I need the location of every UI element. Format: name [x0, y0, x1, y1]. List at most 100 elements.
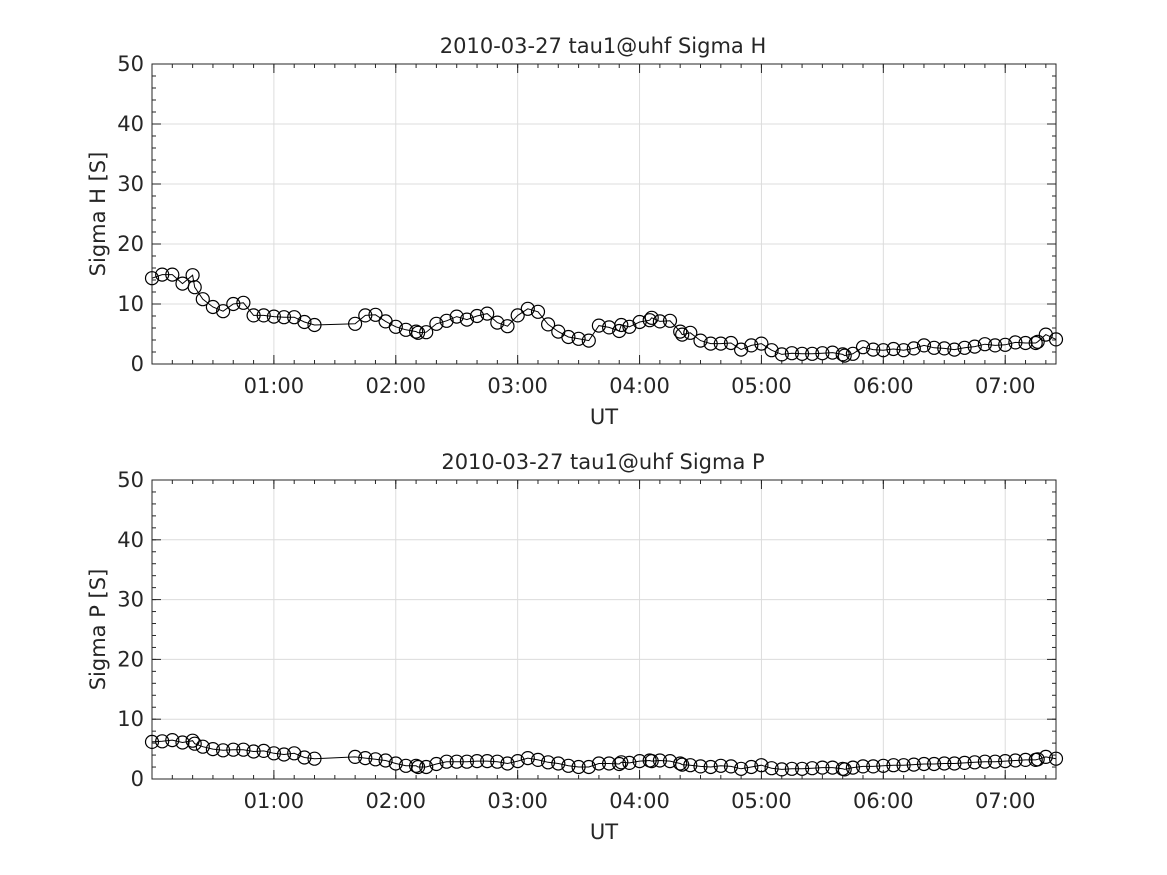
sigma-p-data-point [144, 734, 160, 750]
sigma-h-data-point [855, 340, 871, 355]
sigma-h-data-point [1028, 335, 1043, 351]
sigma-p-xtick-label: 07:00 [975, 789, 1036, 813]
sigma-h-data-point [358, 308, 373, 323]
sigma-h-data-point [754, 336, 769, 351]
sigma-p-data-point [947, 756, 962, 771]
sigma-h-data-point [368, 307, 383, 322]
sigma-p-data-point [652, 753, 668, 768]
sigma-h-ylabel: Sigma H [S] [86, 152, 110, 277]
sigma-h-data-point [774, 347, 789, 362]
sigma-h-data-point [490, 315, 505, 330]
sigma-p-data-point [368, 752, 383, 767]
sigma-h-data-point [226, 296, 241, 312]
sigma-p-data-point [307, 751, 322, 766]
sigma-h-plot-area [152, 64, 1056, 364]
sigma-h-data-point [886, 341, 901, 357]
sigma-h-ytick-label: 50 [117, 52, 144, 76]
sigma-h-ytick-label: 20 [117, 232, 144, 256]
sigma-h-xtick-label: 02:00 [366, 374, 427, 398]
sigma-p-data-point [886, 758, 901, 773]
sigma-p-data-point [622, 755, 637, 771]
sigma-p-xlabel: UT [590, 820, 618, 844]
sigma-p-data-point [614, 755, 629, 770]
sigma-h-data-point [591, 318, 607, 333]
sigma-h-ytick-label: 40 [117, 112, 144, 136]
sigma-h-data-point [683, 325, 698, 340]
sigma-p-data-point [937, 756, 952, 771]
sigma-h-data-point [837, 348, 852, 363]
sigma-h-data-point [896, 343, 911, 358]
sigma-h-data-point [500, 319, 515, 334]
sigma-p-data-point [794, 761, 810, 776]
sigma-p-data-point [520, 750, 535, 766]
sigma-p-data-point [530, 752, 546, 768]
sigma-p-data-point [967, 755, 982, 770]
sigma-p-data-point [926, 756, 942, 772]
sigma-p-data-point [693, 759, 708, 774]
sigma-p-data-point [411, 759, 426, 775]
sigma-p-title: 2010-03-27 tau1@uhf Sigma P [441, 450, 764, 474]
sigma-p-data-point [845, 760, 861, 775]
sigma-p-data-point [612, 756, 627, 772]
sigma-h-tick-labels: 0 10 20 30 40 50 01:00 02:00 03:00 04:00 05:00 06:0… [117, 52, 1056, 398]
sigma-h-panel: 0 10 20 30 40 50 01:00 02:00 03:00 04:00 05:00 06:0… [86, 34, 1064, 429]
sigma-p-data-point [855, 759, 871, 774]
sigma-h-markers [144, 267, 1064, 363]
sigma-p-data-point [439, 754, 454, 769]
sigma-p-data-point [409, 758, 424, 773]
sigma-p-data-point [1008, 753, 1023, 768]
sigma-p-data-point [429, 756, 444, 772]
sigma-p-data-point [187, 736, 202, 751]
sigma-p-data-point [815, 760, 830, 775]
sigma-h-data-point [216, 304, 231, 319]
sigma-h-data-point [784, 346, 800, 361]
sigma-h-data-point [614, 317, 629, 333]
sigma-p-ytick-label: 0 [131, 767, 144, 791]
sigma-h-data-point [388, 319, 403, 334]
sigma-h-data-point [673, 324, 688, 339]
sigma-p-data-point [358, 750, 373, 766]
sigma-h-data-point [1008, 335, 1023, 350]
sigma-p-data-point [896, 758, 911, 773]
sigma-h-data-point [723, 335, 739, 351]
sigma-p-data-point [388, 756, 403, 771]
sigma-p-data-point [957, 755, 972, 771]
sigma-h-data-point [794, 346, 810, 361]
sigma-h-data-point [520, 301, 535, 316]
sigma-p-data-point [713, 758, 728, 773]
sigma-p-axes-box [151, 479, 1057, 780]
sigma-h-series-line [151, 274, 1057, 357]
sigma-h-data-point [561, 329, 576, 345]
sigma-p-markers [144, 732, 1064, 777]
sigma-h-xlabel: UT [590, 405, 618, 429]
sigma-p-ytick-label: 50 [117, 468, 144, 492]
sigma-p-data-point [378, 753, 393, 768]
sigma-h-data-point [187, 280, 202, 295]
sigma-h-data-point [703, 336, 718, 351]
sigma-p-data-point [774, 762, 789, 777]
sigma-p-data-point [673, 756, 688, 771]
sigma-p-data-point [348, 749, 363, 765]
sigma-p-data-point [449, 754, 464, 769]
sigma-h-data-point [1048, 332, 1064, 347]
sigma-h-data-point [926, 340, 942, 355]
sigma-p-data-point [601, 756, 617, 771]
sigma-p-data-point [754, 758, 769, 773]
sigma-h-data-point [459, 312, 474, 327]
sigma-p-ylabel: Sigma P [S] [86, 569, 110, 691]
sigma-h-xtick-label: 06:00 [853, 374, 914, 398]
sigma-h-data-point [510, 308, 525, 323]
sigma-p-data-point [297, 750, 312, 765]
sigma-h-data-point [429, 316, 444, 331]
sigma-p-data-point [540, 755, 556, 770]
sigma-h-data-point [998, 337, 1013, 352]
sigma-p-data-point [784, 761, 800, 776]
sigma-p-data-point [490, 754, 505, 769]
sigma-p-data-point [876, 758, 891, 773]
sigma-p-panel: 0 10 20 30 40 50 01:00 02:00 03:00 04:00 05:00 06:0… [86, 450, 1064, 844]
sigma-p-data-point [581, 759, 596, 775]
sigma-h-data-point [155, 267, 170, 282]
sigma-h-data-point [411, 325, 426, 340]
sigma-h-data-point [957, 340, 972, 355]
sigma-p-data-point [632, 753, 647, 769]
